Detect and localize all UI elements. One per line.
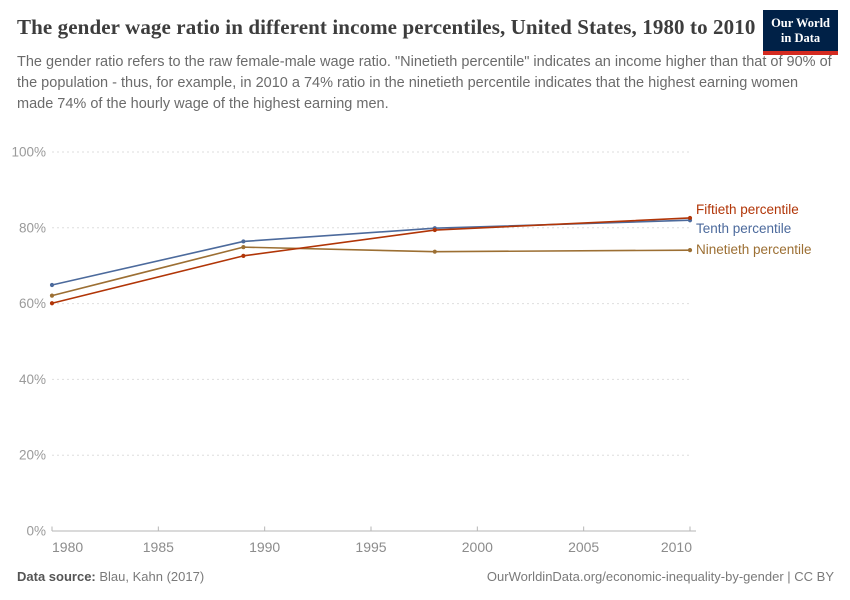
series-tenth-percentile bbox=[49, 218, 693, 288]
data-point bbox=[687, 248, 693, 253]
data-source: Data source: Blau, Kahn (2017) bbox=[17, 569, 204, 584]
series-line bbox=[51, 219, 691, 286]
chart-title: The gender wage ratio in different incom… bbox=[17, 15, 756, 39]
data-point bbox=[49, 301, 55, 306]
y-tick-label: 80% bbox=[19, 220, 46, 235]
x-tick-label: 2010 bbox=[661, 539, 692, 555]
series-line bbox=[51, 217, 691, 305]
series-ninetieth-percentile bbox=[49, 245, 693, 298]
data-source-label: Data source: bbox=[17, 569, 96, 584]
data-point bbox=[432, 249, 437, 254]
data-point bbox=[241, 239, 246, 244]
chart-header: The gender wage ratio in different incom… bbox=[0, 0, 850, 115]
y-tick-label: 40% bbox=[19, 372, 46, 387]
data-point bbox=[49, 293, 55, 298]
logo-line1: Our World bbox=[771, 16, 830, 30]
y-tick-label: 20% bbox=[19, 448, 46, 463]
gridlines: 0% 20% 40% 60% 80% 100% bbox=[11, 145, 696, 539]
x-axis: 1980 1985 1990 1995 2000 2005 2010 bbox=[51, 526, 692, 555]
chart-footer: Data source: Blau, Kahn (2017) OurWorldi… bbox=[0, 569, 850, 584]
x-tick-label: 1995 bbox=[355, 539, 386, 555]
data-point bbox=[241, 253, 246, 258]
y-tick-label: 100% bbox=[11, 145, 46, 160]
owid-logo[interactable]: Our World in Data bbox=[763, 10, 838, 55]
legend-item-tenth-percentile[interactable]: Tenth percentile bbox=[696, 221, 792, 236]
data-source-value: Blau, Kahn (2017) bbox=[99, 569, 205, 584]
x-tick-label: 2000 bbox=[462, 539, 493, 555]
data-point bbox=[432, 227, 437, 233]
credit-link[interactable]: OurWorldinData.org/economic-inequality-b… bbox=[486, 569, 834, 584]
y-tick-label: 60% bbox=[19, 296, 46, 311]
data-point bbox=[687, 215, 693, 221]
legend-item-ninetieth-percentile[interactable]: Ninetieth percentile bbox=[696, 242, 812, 257]
data-point bbox=[241, 245, 246, 250]
logo-line2: in Data bbox=[780, 31, 821, 46]
x-tick-label: 1990 bbox=[249, 539, 280, 555]
legend-item-fiftieth-percentile[interactable]: Fiftieth percentile bbox=[696, 202, 799, 217]
x-tick-label: 1985 bbox=[143, 539, 174, 555]
x-tick-label: 1980 bbox=[52, 539, 83, 555]
y-tick-label: 0% bbox=[26, 524, 46, 539]
series-line bbox=[51, 246, 691, 297]
data-point bbox=[49, 282, 55, 288]
chart-subtitle: The gender ratio refers to the raw femal… bbox=[17, 54, 832, 113]
x-tick-label: 2005 bbox=[568, 539, 599, 555]
series-fiftieth-percentile bbox=[49, 215, 693, 306]
